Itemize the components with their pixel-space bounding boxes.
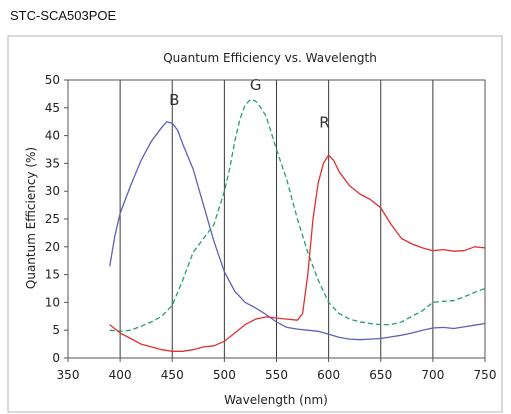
y-tick-label: 35 (45, 156, 60, 170)
series-label-g: G (250, 76, 262, 94)
y-tick-label: 45 (45, 101, 60, 115)
y-tick-label: 15 (45, 268, 60, 282)
y-axis-label: Quantum Efficiency (%) (24, 147, 38, 289)
series-line-r (109, 154, 486, 352)
y-tick-label: 0 (52, 351, 60, 365)
series-lines (109, 98, 486, 352)
series-labels: B G R (169, 76, 329, 131)
x-tick-label: 600 (317, 368, 340, 382)
x-tick-label: 500 (213, 368, 236, 382)
y-tick-label: 10 (45, 295, 60, 309)
page-heading: STC-SCA503POE (10, 8, 117, 23)
y-tick-label: 5 (52, 323, 60, 337)
series-label-r: R (319, 113, 329, 131)
x-tick-label: 650 (369, 368, 392, 382)
x-tick-label: 450 (161, 368, 184, 382)
grid-lines (119, 80, 434, 358)
series-label-b: B (169, 91, 179, 109)
x-axis-label: Wavelength (nm) (224, 393, 328, 407)
x-tick-label: 400 (109, 368, 132, 382)
series-line-b (109, 121, 486, 341)
series-line-g (109, 98, 486, 332)
y-tick-label: 40 (45, 129, 60, 143)
x-tick-label: 750 (474, 368, 497, 382)
x-tick-label: 700 (421, 368, 444, 382)
y-tick-label: 20 (45, 240, 60, 254)
y-tick-label: 25 (45, 212, 60, 226)
y-tick-label: 50 (45, 73, 60, 87)
x-tick-label: 550 (265, 368, 288, 382)
x-tick-label: 350 (57, 368, 80, 382)
y-tick-label: 30 (45, 184, 60, 198)
chart-title: Quantum Efficiency vs. Wavelength (163, 51, 377, 65)
plot-area (67, 79, 486, 359)
chart-frame (7, 35, 503, 413)
axis-ticks: 350 400 450 500 550 600 650 700 750 0 5 10 15 20 25 30 3… (45, 73, 497, 382)
